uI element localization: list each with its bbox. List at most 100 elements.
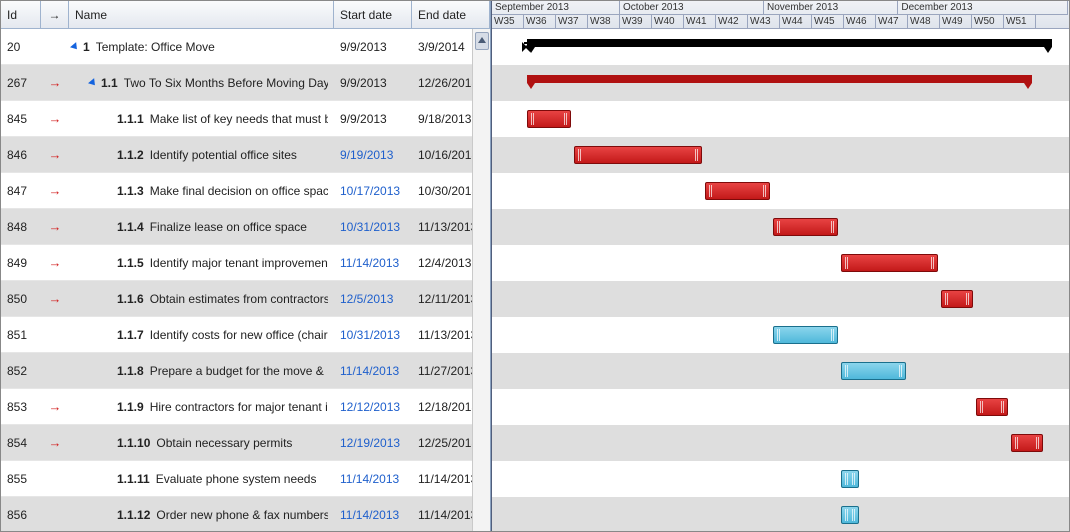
bar-resize-handle-left[interactable] [845, 257, 848, 269]
table-row[interactable]: 849→1.1.5Identify major tenant improveme… [1, 245, 490, 281]
progress-marker[interactable] [524, 42, 528, 50]
gantt-row[interactable] [492, 101, 1069, 137]
bar-resize-handle-right[interactable] [852, 509, 855, 521]
tree-collapse-icon[interactable] [70, 42, 80, 52]
bar-resize-handle-left[interactable] [845, 509, 848, 521]
tree-collapse-icon[interactable] [88, 78, 98, 88]
table-row[interactable]: 8551.1.11Evaluate phone system needs11/1… [1, 461, 490, 497]
bar-resize-handle-right[interactable] [831, 329, 834, 341]
table-row[interactable]: 846→1.1.2Identify potential office sites… [1, 137, 490, 173]
bar-resize-handle-left[interactable] [531, 113, 534, 125]
bar-resize-handle-left[interactable] [845, 473, 848, 485]
week-header-cell[interactable]: W44 [780, 15, 812, 29]
bar-resize-handle-right[interactable] [899, 365, 902, 377]
month-header-cell[interactable]: October 2013 [620, 1, 764, 15]
bar-resize-handle-right[interactable] [852, 473, 855, 485]
cell-start-date[interactable]: 12/19/2013 [334, 436, 412, 450]
task-bar[interactable] [841, 254, 938, 272]
week-header-cell[interactable]: W47 [876, 15, 908, 29]
cell-name[interactable]: 1.1.9Hire contractors for major tenant i [69, 400, 334, 414]
gantt-row[interactable] [492, 389, 1069, 425]
task-bar[interactable] [976, 398, 1008, 416]
cell-start-date[interactable]: 10/17/2013 [334, 184, 412, 198]
week-header-cell[interactable]: W45 [812, 15, 844, 29]
cell-name[interactable]: 1.1.11Evaluate phone system needs [69, 472, 334, 486]
gantt-row[interactable] [492, 209, 1069, 245]
gantt-row[interactable] [492, 281, 1069, 317]
col-header-arrow[interactable]: → [41, 1, 69, 28]
table-row[interactable]: 8511.1.7Identify costs for new office (c… [1, 317, 490, 353]
week-header-cell[interactable]: W48 [908, 15, 940, 29]
cell-name[interactable]: 1Template: Office Move [69, 40, 334, 54]
task-bar[interactable] [941, 290, 973, 308]
bar-resize-handle-left[interactable] [980, 401, 983, 413]
cell-name[interactable]: 1.1.8Prepare a budget for the move & [69, 364, 334, 378]
week-header-cell[interactable]: W50 [972, 15, 1004, 29]
cell-name[interactable]: 1.1.4Finalize lease on office space [69, 220, 334, 234]
bar-resize-handle-right[interactable] [564, 113, 567, 125]
table-row[interactable]: 8561.1.12Order new phone & fax numbers11… [1, 497, 490, 531]
table-row[interactable]: 850→1.1.6Obtain estimates from contracto… [1, 281, 490, 317]
bar-resize-handle-left[interactable] [1015, 437, 1018, 449]
bar-resize-handle-right[interactable] [1036, 437, 1039, 449]
bar-resize-handle-right[interactable] [695, 149, 698, 161]
col-header-id[interactable]: Id [1, 1, 41, 28]
col-header-start[interactable]: Start date [334, 1, 412, 28]
week-header-cell[interactable]: W49 [940, 15, 972, 29]
gantt-row[interactable] [492, 353, 1069, 389]
gantt-row[interactable] [492, 173, 1069, 209]
bar-resize-handle-left[interactable] [709, 185, 712, 197]
week-header-cell[interactable]: W51 [1004, 15, 1036, 29]
gantt-row[interactable] [492, 497, 1069, 531]
cell-name[interactable]: 1.1.12Order new phone & fax numbers [69, 508, 334, 522]
bar-resize-handle-left[interactable] [945, 293, 948, 305]
task-bar[interactable] [773, 218, 838, 236]
cell-start-date[interactable]: 9/9/2013 [334, 40, 412, 54]
cell-start-date[interactable]: 12/12/2013 [334, 400, 412, 414]
week-header-cell[interactable]: W38 [588, 15, 620, 29]
task-bar[interactable] [841, 362, 906, 380]
task-bar[interactable] [527, 110, 571, 128]
month-header-cell[interactable]: December 2013 [898, 1, 1068, 15]
table-row[interactable]: 848→1.1.4Finalize lease on office space1… [1, 209, 490, 245]
cell-start-date[interactable]: 9/19/2013 [334, 148, 412, 162]
week-header-cell[interactable]: W42 [716, 15, 748, 29]
cell-name[interactable]: 1.1.2Identify potential office sites [69, 148, 334, 162]
summary-bar[interactable] [527, 75, 1032, 83]
table-row[interactable]: 8521.1.8Prepare a budget for the move &1… [1, 353, 490, 389]
summary-bar[interactable] [527, 39, 1052, 47]
col-header-end[interactable]: End date [412, 1, 490, 28]
bar-resize-handle-left[interactable] [578, 149, 581, 161]
week-header-cell[interactable]: W35 [492, 15, 524, 29]
cell-name[interactable]: 1.1.10Obtain necessary permits [69, 436, 334, 450]
cell-name[interactable]: 1.1Two To Six Months Before Moving Day [69, 76, 334, 90]
week-header-cell[interactable]: W40 [652, 15, 684, 29]
gantt-row[interactable] [492, 29, 1069, 65]
gantt-row[interactable] [492, 137, 1069, 173]
cell-start-date[interactable]: 11/14/2013 [334, 508, 412, 522]
task-bar[interactable] [841, 470, 859, 488]
gantt-row[interactable] [492, 65, 1069, 101]
cell-name[interactable]: 1.1.1Make list of key needs that must b [69, 112, 334, 126]
gantt-row[interactable] [492, 317, 1069, 353]
table-row[interactable]: 201Template: Office Move9/9/20133/9/2014 [1, 29, 490, 65]
week-header-cell[interactable]: W43 [748, 15, 780, 29]
bar-resize-handle-right[interactable] [931, 257, 934, 269]
week-header-cell[interactable]: W37 [556, 15, 588, 29]
cell-name[interactable]: 1.1.3Make final decision on office spac [69, 184, 334, 198]
gantt-body[interactable] [492, 29, 1069, 531]
gantt-row[interactable] [492, 425, 1069, 461]
table-row[interactable]: 845→1.1.1Make list of key needs that mus… [1, 101, 490, 137]
week-header-cell[interactable]: W41 [684, 15, 716, 29]
week-header-cell[interactable]: W39 [620, 15, 652, 29]
table-row[interactable]: 853→1.1.9Hire contractors for major tena… [1, 389, 490, 425]
bar-resize-handle-right[interactable] [1001, 401, 1004, 413]
task-bar[interactable] [705, 182, 770, 200]
task-bar[interactable] [574, 146, 702, 164]
cell-start-date[interactable]: 12/5/2013 [334, 292, 412, 306]
task-bar[interactable] [773, 326, 838, 344]
col-header-name[interactable]: Name [69, 1, 334, 28]
table-row[interactable]: 854→1.1.10Obtain necessary permits12/19/… [1, 425, 490, 461]
week-header-cell[interactable]: W36 [524, 15, 556, 29]
bar-resize-handle-right[interactable] [966, 293, 969, 305]
